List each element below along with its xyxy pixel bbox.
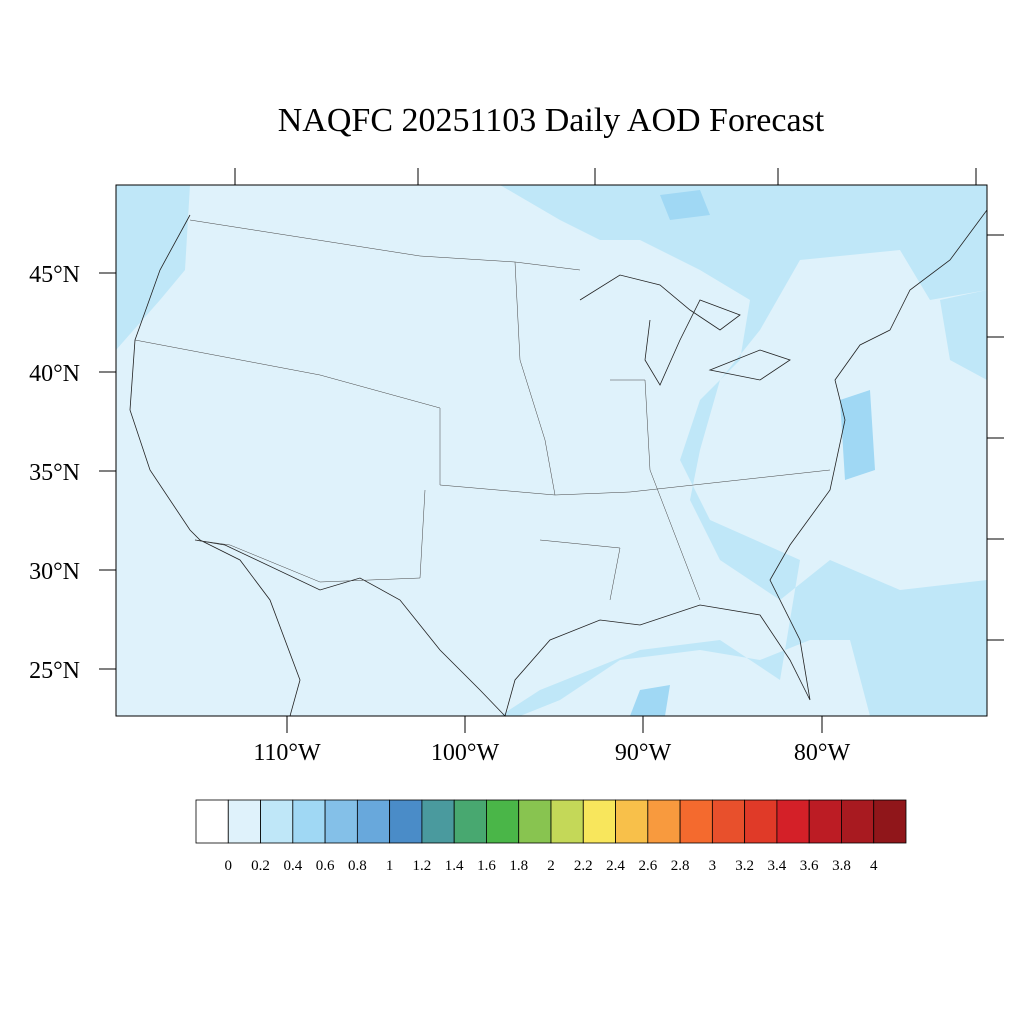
colorbar-label: 3.6 [800,858,819,874]
colorbar-box [195,799,229,844]
lat-label: 45°N [29,262,80,288]
colorbar-box [260,799,294,844]
lat-label: 30°N [29,559,80,585]
colorbar-box [292,799,326,844]
lon-label: 80°W [794,740,851,766]
title: NAQFC 20251103 Daily AOD Forecast [278,102,825,139]
colorbar: 0 0.2 0.4 0.6 0.8 1 1.2 1.4 1.6 1.8 2 2.2 2.4 2.6 2.8 3… [195,799,907,874]
lat-label: 35°N [29,460,80,486]
colorbar-box [776,799,810,844]
lon-label: 110°W [253,740,321,766]
colorbar-label: 1 [386,858,394,874]
colorbar-label: 2.6 [638,858,657,874]
colorbar-box [486,799,520,844]
colorbar-label: 2.2 [574,858,593,874]
colorbar-label: 3.8 [832,858,851,874]
colorbar-box [679,799,713,844]
colorbar-label: 2.4 [606,858,625,874]
colorbar-box [647,799,681,844]
colorbar-label: 1.2 [413,858,432,874]
colorbar-box [421,799,455,844]
lon-axis: 110°W 100°W 90°W 80°W [253,716,850,766]
colorbar-box [841,799,875,844]
colorbar-label: 1.4 [445,858,464,874]
colorbar-box [711,799,746,844]
colorbar-box [324,799,358,844]
coastline [129,209,988,717]
aod-high-patches [630,190,875,716]
colorbar-label: 2.8 [671,858,690,874]
great-lakes [579,274,791,386]
colorbar-label: 0.6 [316,858,335,874]
colorbar-label: 3.4 [768,858,787,874]
lon-label: 100°W [431,740,500,766]
colorbar-box [582,799,616,844]
colorbar-box [518,799,552,844]
colorbar-label: 4 [870,858,878,874]
colorbar-label: 0.4 [283,858,302,874]
map [115,168,1004,717]
colorbar-box [808,799,842,844]
frame-ticks [234,168,1004,641]
colorbar-box [615,799,649,844]
colorbar-box [744,799,778,844]
aod-patches [116,185,987,716]
lat-label: 25°N [29,658,80,684]
colorbar-label: 0.8 [348,858,367,874]
lat-label: 40°N [29,361,80,387]
colorbar-label: 3 [709,858,717,874]
colorbar-box [873,799,907,844]
colorbar-box [550,799,584,844]
colorbar-box [389,799,423,844]
map-frame [115,184,988,717]
colorbar-box [356,799,391,844]
colorbar-box [453,799,487,844]
colorbar-label: 0.2 [251,858,270,874]
lat-axis: 45°N 40°N 35°N 30°N 25°N [29,262,116,684]
colorbar-label: 2 [547,858,555,874]
colorbar-label: 1.8 [509,858,528,874]
colorbar-label: 1.6 [477,858,496,874]
colorbar-label: 0 [225,858,233,874]
borders [134,219,831,601]
colorbar-box [227,799,261,844]
lon-label: 90°W [615,740,672,766]
colorbar-label: 3.2 [735,858,754,874]
